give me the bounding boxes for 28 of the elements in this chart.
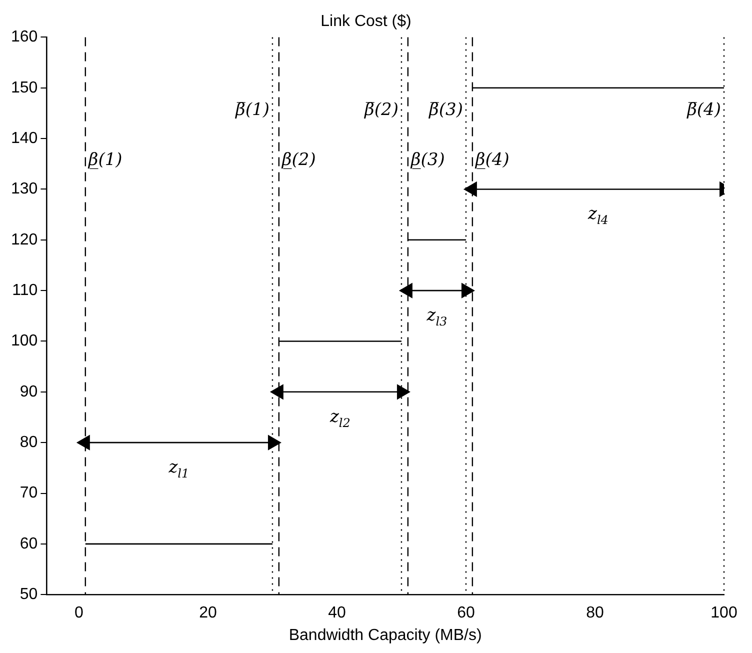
y-tick-label: 80 [20, 434, 38, 451]
ref-line-label: β̲(2) [280, 150, 316, 170]
y-tick-label: 150 [10, 79, 38, 96]
x-tick-label: 40 [328, 604, 346, 622]
ref-line-label: β̲(4) [474, 150, 510, 170]
x-axis-title: Bandwidth Capacity (MB/s) [288, 626, 482, 644]
ref-line-label: β̲(1) [87, 150, 122, 170]
y-tick-label: 160 [10, 28, 38, 46]
y-tick-label: 90 [20, 383, 38, 400]
x-tick-label: 100 [710, 604, 738, 622]
ref-line-label: β̅(1) [234, 100, 270, 120]
y-tick-label: 100 [10, 332, 38, 350]
ref-line-label: β̅(2) [364, 100, 398, 120]
y-tick-label: 130 [10, 180, 38, 198]
y-tick-label: 60 [20, 535, 38, 552]
x-tick-label: 20 [199, 604, 217, 622]
y-tick-label: 50 [20, 586, 38, 604]
x-tick-label: 60 [457, 604, 475, 622]
x-tick-label: 80 [586, 604, 604, 622]
chart-title: Link Cost ($) [320, 13, 412, 30]
y-tick-label: 110 [12, 282, 38, 299]
y-tick-label: 120 [10, 231, 38, 248]
y-tick-label: 140 [10, 130, 38, 147]
ref-line-label: β̅(3) [428, 100, 463, 120]
y-tick-label: 70 [20, 484, 38, 502]
ref-line-label: β̲(3) [410, 150, 445, 170]
ref-line-label: β̅(4) [686, 100, 721, 120]
x-tick-label: 0 [74, 604, 84, 622]
